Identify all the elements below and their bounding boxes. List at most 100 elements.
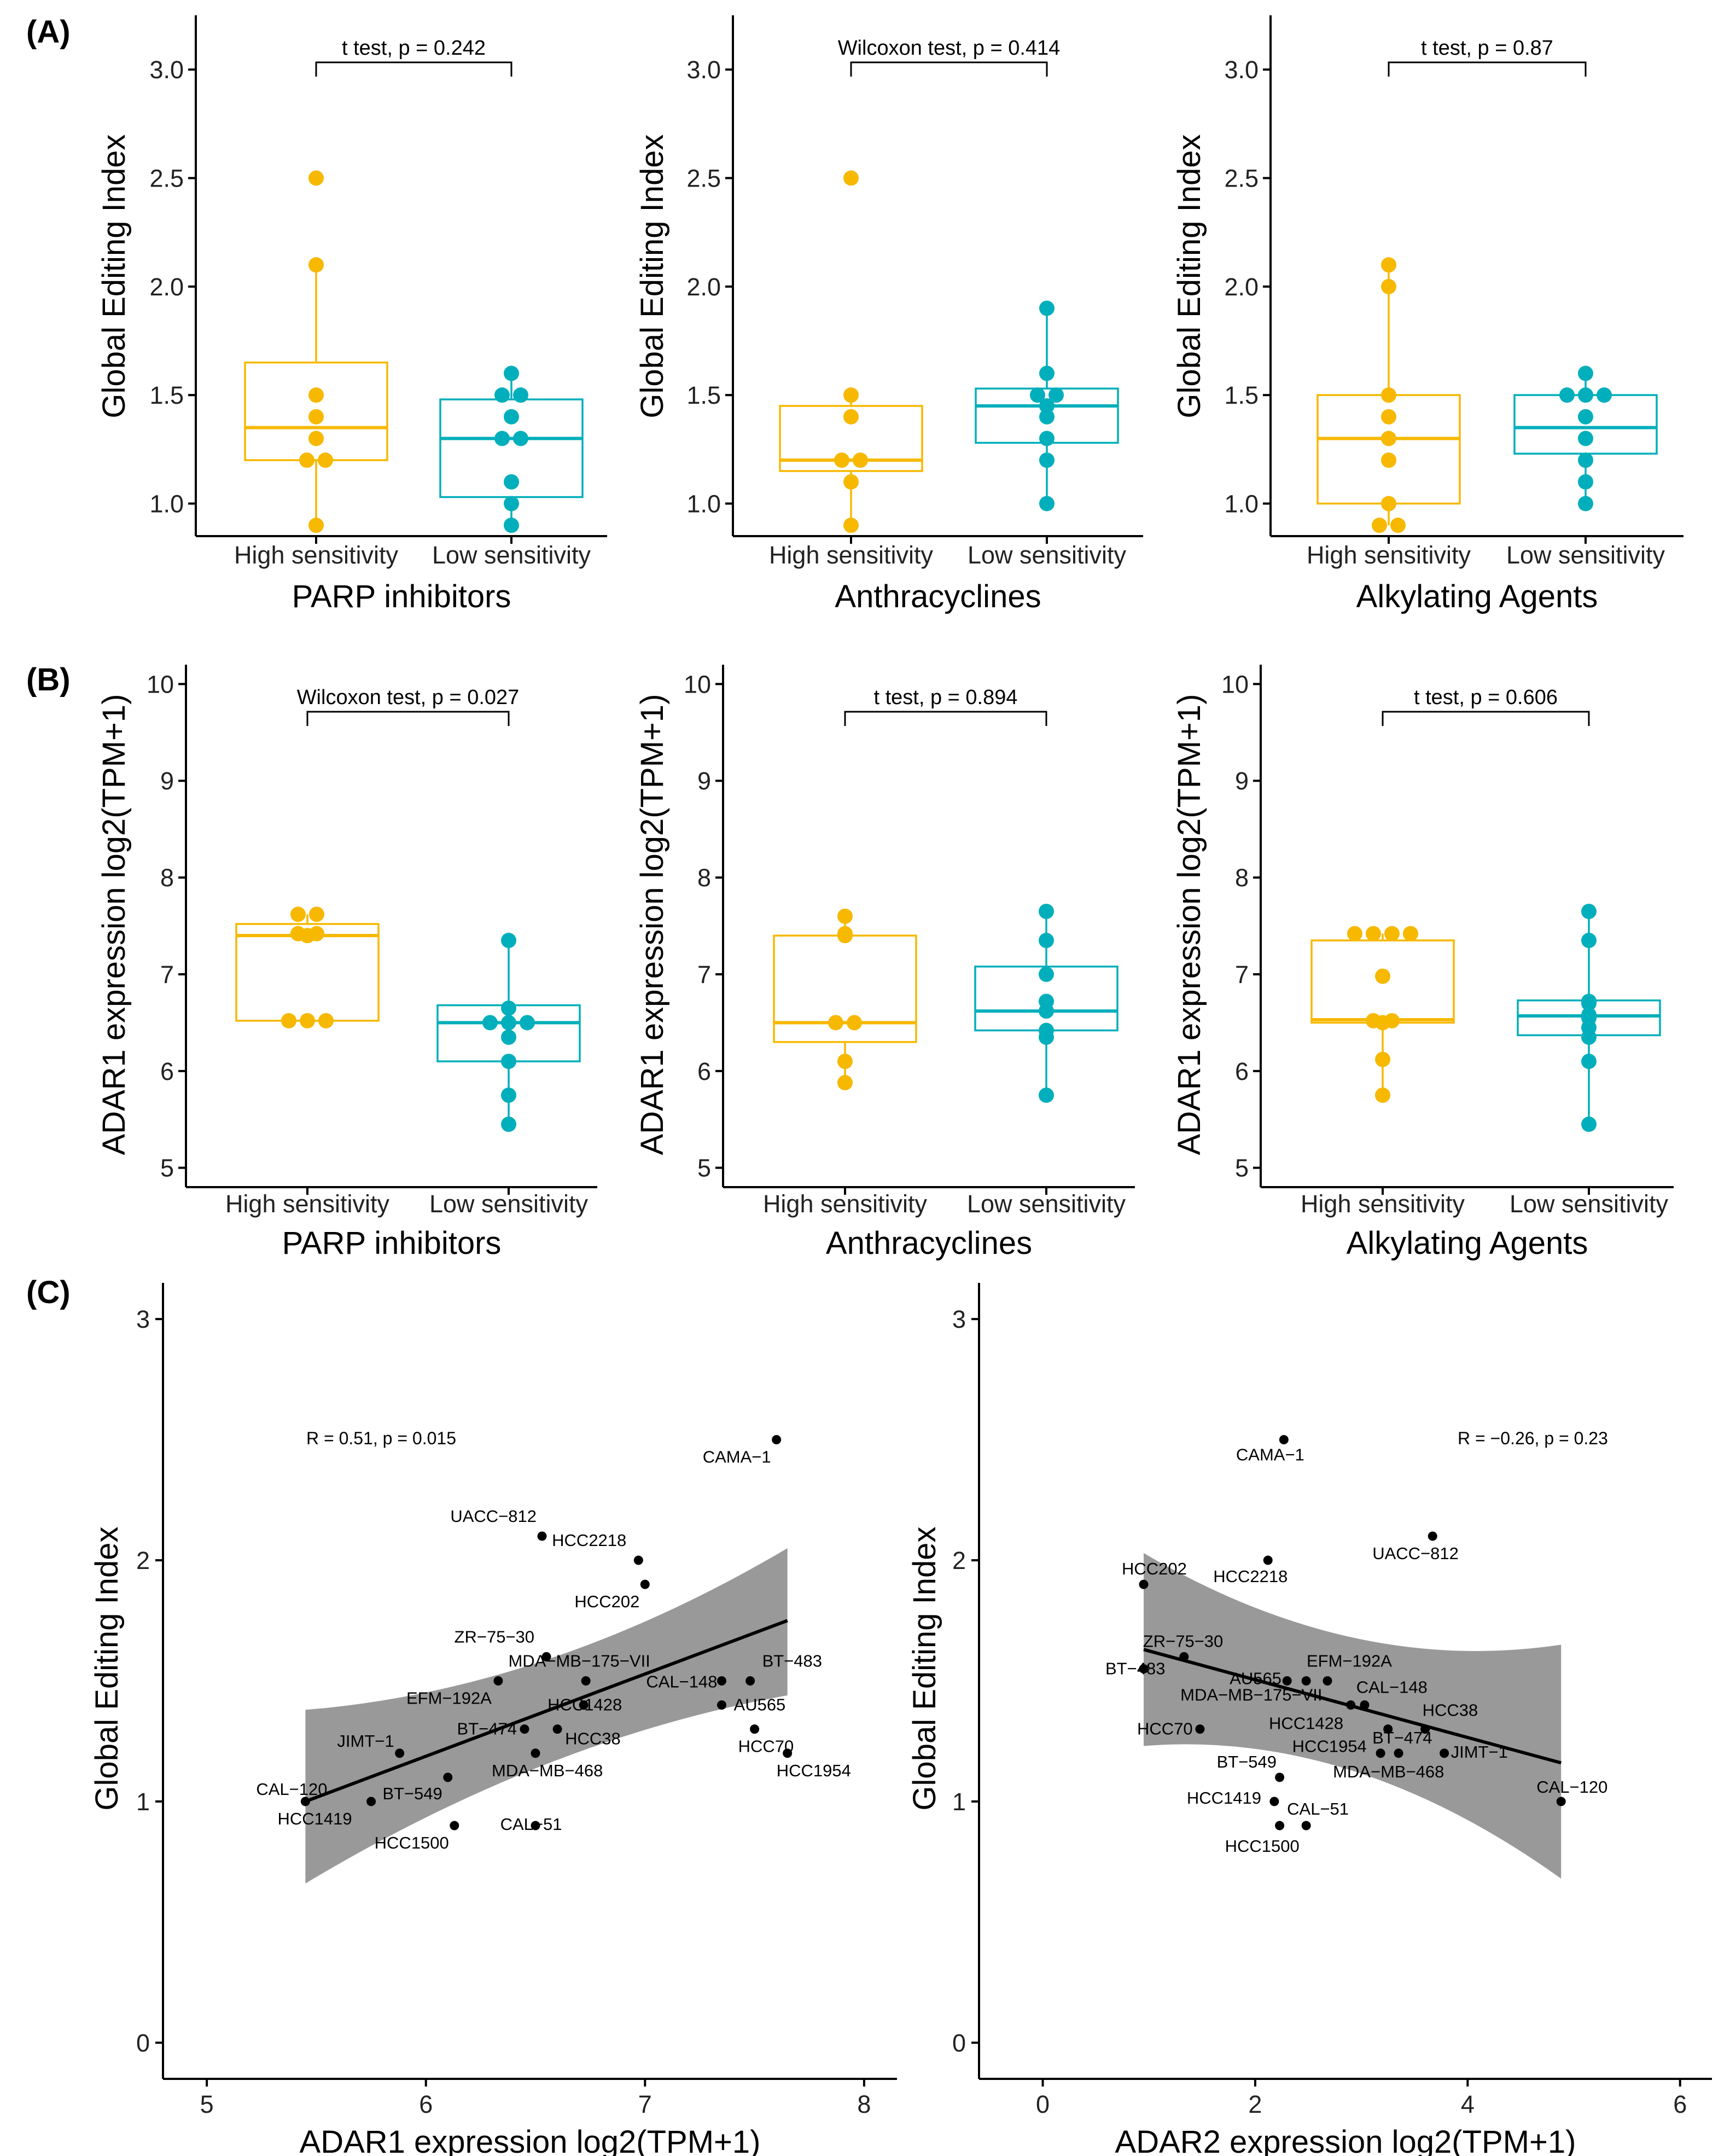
point-label: HCC1428	[547, 1695, 622, 1715]
x-axis-label: ADAR2 expression log2(TPM+1)	[1115, 2124, 1576, 2156]
point-label: JIMT−1	[1451, 1742, 1508, 1762]
data-point	[1428, 1531, 1437, 1541]
data-point	[633, 1555, 643, 1565]
point-label: MDA−MB−468	[1333, 1762, 1444, 1781]
data-point	[1039, 365, 1055, 381]
data-point	[300, 1797, 310, 1806]
data-point	[308, 257, 324, 273]
y-tick-label: 9	[1235, 767, 1249, 795]
test-annotation: t test, p = 0.242	[342, 37, 486, 60]
data-point	[504, 474, 519, 490]
point-label: HCC2218	[1213, 1567, 1288, 1586]
data-point	[828, 1015, 843, 1031]
y-tick-label: 3.0	[686, 56, 721, 84]
data-point	[853, 452, 868, 468]
data-point	[837, 1075, 853, 1090]
data-point	[1581, 1007, 1597, 1023]
data-point	[1381, 387, 1396, 403]
data-point	[1597, 387, 1612, 403]
data-point	[552, 1724, 562, 1734]
data-point	[450, 1821, 459, 1830]
point-label: HCC202	[1122, 1559, 1187, 1578]
x-tick-label: High sensitivity	[1307, 541, 1471, 569]
data-point	[318, 1013, 334, 1028]
data-point	[309, 906, 324, 922]
y-tick-label: 7	[160, 961, 174, 989]
data-point	[513, 387, 528, 403]
y-tick-label: 10	[684, 670, 711, 698]
point-label: CAMA−1	[703, 1448, 771, 1467]
point-label: ZR−75−30	[1143, 1631, 1224, 1651]
data-point	[1390, 518, 1406, 533]
data-point	[504, 409, 519, 425]
point-label: UACC−812	[450, 1507, 537, 1526]
data-point	[750, 1724, 760, 1734]
data-point	[1039, 409, 1055, 425]
point-label: JIMT−1	[337, 1731, 394, 1751]
panel-label-c: (C)	[26, 1275, 71, 1310]
panel-label-a: (A)	[26, 14, 71, 50]
data-point	[745, 1676, 755, 1686]
data-point	[366, 1797, 376, 1806]
data-point	[501, 933, 516, 949]
data-point	[1381, 278, 1396, 294]
point-label: AU565	[734, 1695, 786, 1715]
y-axis-label: Global Editing Index	[907, 1526, 942, 1810]
data-point	[1581, 903, 1597, 919]
data-point	[1381, 496, 1396, 512]
box-chart-6: 5 6 7 8 9 10 High sensitivity Low sensitivity Al…	[1172, 665, 1674, 1261]
box-chart-5: 5 6 7 8 9 10 High sensitivity Low sensitivity An…	[634, 665, 1135, 1261]
scatter-chart-2: 0 1 2 3 0 2 4 6 ADAR2 expression log2(TPM+1) Glob…	[907, 1283, 1712, 2156]
point-label: CAL−120	[256, 1780, 327, 1799]
data-point	[1039, 966, 1054, 982]
data-point	[520, 1015, 535, 1031]
data-point	[843, 474, 859, 490]
significance-bracket	[1382, 711, 1590, 726]
data-point	[1578, 452, 1593, 468]
point-label: HCC1428	[1269, 1714, 1343, 1733]
data-point	[308, 387, 324, 403]
data-point	[1581, 993, 1597, 1009]
y-tick-label: 1	[136, 1788, 150, 1816]
data-point	[308, 518, 324, 533]
point-label: CAL−148	[646, 1672, 717, 1692]
y-axis-label: Global Editing Index	[96, 134, 132, 418]
data-point	[1381, 409, 1396, 425]
data-point	[504, 496, 519, 512]
data-point	[504, 518, 519, 533]
y-tick-label: 6	[160, 1057, 174, 1085]
x-axis-label: Anthracyclines	[826, 1225, 1032, 1261]
data-point	[1301, 1821, 1311, 1830]
data-point	[1403, 926, 1418, 942]
point-label: HCC1419	[277, 1809, 352, 1828]
y-tick-label: 8	[160, 864, 174, 892]
data-point	[290, 926, 306, 942]
y-tick-label: 7	[1235, 961, 1249, 989]
point-label: BT−483	[762, 1652, 822, 1671]
x-tick-label: 6	[1673, 2090, 1687, 2118]
data-point	[493, 1676, 503, 1686]
data-point	[308, 431, 324, 446]
data-point	[1275, 1773, 1285, 1782]
y-tick-label: 5	[1235, 1154, 1249, 1182]
data-point	[318, 452, 333, 468]
x-tick-label: High sensitivity	[225, 1190, 390, 1218]
data-point	[1039, 933, 1054, 949]
data-point	[541, 1652, 551, 1661]
scatter-chart-1: 0 1 2 3 5 6 7 8 ADAR1 expression log2(TPM+1) Glob…	[89, 1283, 897, 2156]
data-point	[531, 1748, 540, 1758]
data-point	[1578, 409, 1593, 425]
data-point	[1381, 431, 1396, 446]
point-label: ZR−75−30	[455, 1627, 535, 1646]
point-label: EFM−192A	[406, 1689, 492, 1708]
y-tick-label: 6	[697, 1057, 711, 1085]
box	[779, 405, 923, 472]
box-chart-3: 1.0 1.5 2.0 2.5 3.0 High sensitivity Low sensi…	[1172, 15, 1683, 614]
x-tick-label: Low sensitivity	[1506, 541, 1665, 569]
data-point	[1376, 1748, 1385, 1758]
y-tick-label: 0	[952, 2029, 966, 2057]
x-axis-label: PARP inhibitors	[292, 579, 511, 614]
data-point	[1279, 1435, 1289, 1445]
data-point	[1323, 1676, 1332, 1686]
data-point	[1578, 387, 1593, 403]
